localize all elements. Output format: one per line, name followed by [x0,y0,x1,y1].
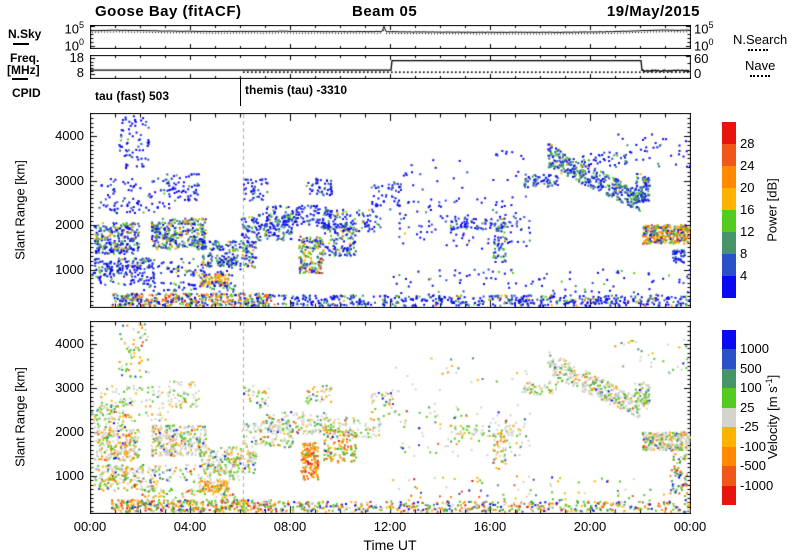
colorbar-segment [722,122,736,144]
colorbar-tick-label: 100 [740,380,762,396]
colorbar-tick-label: 24 [740,158,755,173]
range-tick-label: 2000 [55,217,84,233]
x-tick-label: 12:00 [373,519,407,534]
freq-label-line2: [MHz] [7,63,40,77]
power-colorbar [722,122,736,298]
velocity-colorbar-title: Velocity [m s-1] [763,374,781,460]
colorbar-segment [722,276,736,298]
colorbar-tick-label: 28 [740,136,755,151]
x-tick-label: 20:00 [573,519,607,534]
nsearch-line-sample [748,49,768,51]
nave-ytick-bottom: 0 [694,66,702,81]
colorbar-segment [722,232,736,254]
x-tick-label: 00:00 [673,519,707,534]
beam-label: Beam 05 [352,3,418,20]
nsky-panel-canvas [90,25,691,49]
nave-line-sample [750,75,770,77]
freq-ytick-bottom: 8 [76,65,84,80]
colorbar-segment [722,144,736,166]
colorbar-segment [722,466,736,486]
range-tick-label: 2000 [55,423,84,439]
colorbar-tick-label: 4 [740,268,748,283]
x-tick-label: 04:00 [173,519,207,534]
date-label: 19/May/2015 [606,3,700,20]
nsearch-ytick-top: 105 [694,20,714,37]
x-tick-label: 16:00 [473,519,507,534]
colorbar-tick-label: 16 [740,202,755,217]
page-title: Goose Bay (fitACF) [95,3,242,20]
range-tick-label: 1000 [55,261,84,277]
colorbar-segment [722,407,736,428]
nsky-line-sample [13,43,29,45]
cpid-entry-2: themis (tau) -3310 [245,83,348,97]
colorbar-tick-label: -100 [740,438,767,454]
nsearch-ytick-bottom: 100 [694,37,714,54]
x-tick-label: 08:00 [273,519,307,534]
freq-panel-canvas [90,55,691,79]
colorbar-segment [722,166,736,188]
colorbar-segment [722,349,736,369]
freq-label-line1: Freq. [10,51,40,65]
colorbar-segment [722,427,736,447]
colorbar-tick-label: -1000 [740,477,774,493]
colorbar-tick-label: 20 [740,180,755,195]
colorbar-segment [722,330,736,350]
freq-line-sample [12,78,28,80]
nsky-ytick-top: 105 [64,20,84,37]
colorbar-segment [722,210,736,232]
nave-ytick-top: 60 [694,51,709,66]
range-tick-label: 3000 [55,379,84,395]
range-tick-label: 3000 [55,172,84,188]
colorbar-segment [722,254,736,276]
colorbar-segment [722,188,736,210]
velocity-yaxis-title: Slant Range [km] [12,367,28,467]
power-colorbar-title: Power [dB] [764,178,780,242]
nave-label: Nave [745,58,776,73]
colorbar-tick-label: -25 [740,419,759,435]
colorbar-tick-label: 1000 [740,341,769,357]
colorbar-tick-label: 8 [740,246,748,261]
colorbar-segment [722,485,736,505]
colorbar-segment [722,368,736,389]
power-yaxis-title: Slant Range [km] [12,160,28,260]
cpid-label: CPID [12,86,41,100]
range-tick-label: 1000 [55,467,84,483]
x-tick-label: 00:00 [73,519,107,534]
cpid-entry-1: tau (fast) 503 [95,89,170,103]
colorbar-tick-label: 500 [740,360,762,376]
velocity-colorbar [722,330,736,505]
nsky-ytick-bottom: 100 [64,37,84,54]
power-panel-canvas [90,113,691,308]
nsearch-label: N.Search [733,32,788,47]
velocity-panel-canvas [90,321,691,514]
colorbar-segment [722,388,736,408]
x-axis-title: Time UT [363,537,417,553]
range-tick-label: 4000 [55,128,84,144]
colorbar-tick-label: 25 [740,399,755,415]
colorbar-segment [722,446,736,467]
cpid-divider [240,79,241,106]
nsky-label: N.Sky [8,27,42,41]
colorbar-tick-label: -500 [740,458,767,474]
freq-ytick-top: 18 [69,50,84,65]
colorbar-tick-label: 12 [740,224,755,239]
range-tick-label: 4000 [55,335,84,351]
